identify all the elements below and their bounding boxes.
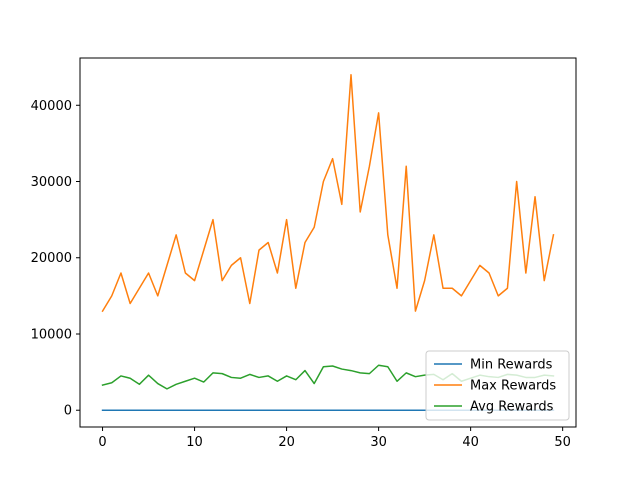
- legend-label: Max Rewards: [470, 379, 556, 394]
- x-tick-label: 40: [462, 435, 479, 450]
- x-tick-label: 0: [98, 435, 106, 450]
- x-tick-label: 50: [554, 435, 571, 450]
- x-tick-label: 20: [278, 435, 295, 450]
- y-tick-label: 0: [64, 404, 72, 419]
- x-tick-label: 10: [186, 435, 203, 450]
- y-tick-label: 40000: [31, 99, 72, 114]
- legend-label: Min Rewards: [470, 358, 553, 373]
- y-tick-label: 10000: [31, 327, 72, 342]
- y-tick-label: 30000: [31, 175, 72, 190]
- y-tick-label: 20000: [31, 251, 72, 266]
- legend-label: Avg Rewards: [470, 400, 554, 415]
- y-axis: 0 10000 20000 30000 40000: [31, 99, 80, 419]
- legend-box: [425, 350, 570, 421]
- series-line-max-rewards: [101, 74, 555, 313]
- legend: Min Rewards Max Rewards Avg Rewards: [425, 350, 570, 421]
- x-tick-label: 30: [370, 435, 387, 450]
- plot-frame: [79, 57, 577, 428]
- axes-layer: [79, 57, 577, 428]
- x-axis: 0 10 20 30 40 50: [98, 427, 571, 450]
